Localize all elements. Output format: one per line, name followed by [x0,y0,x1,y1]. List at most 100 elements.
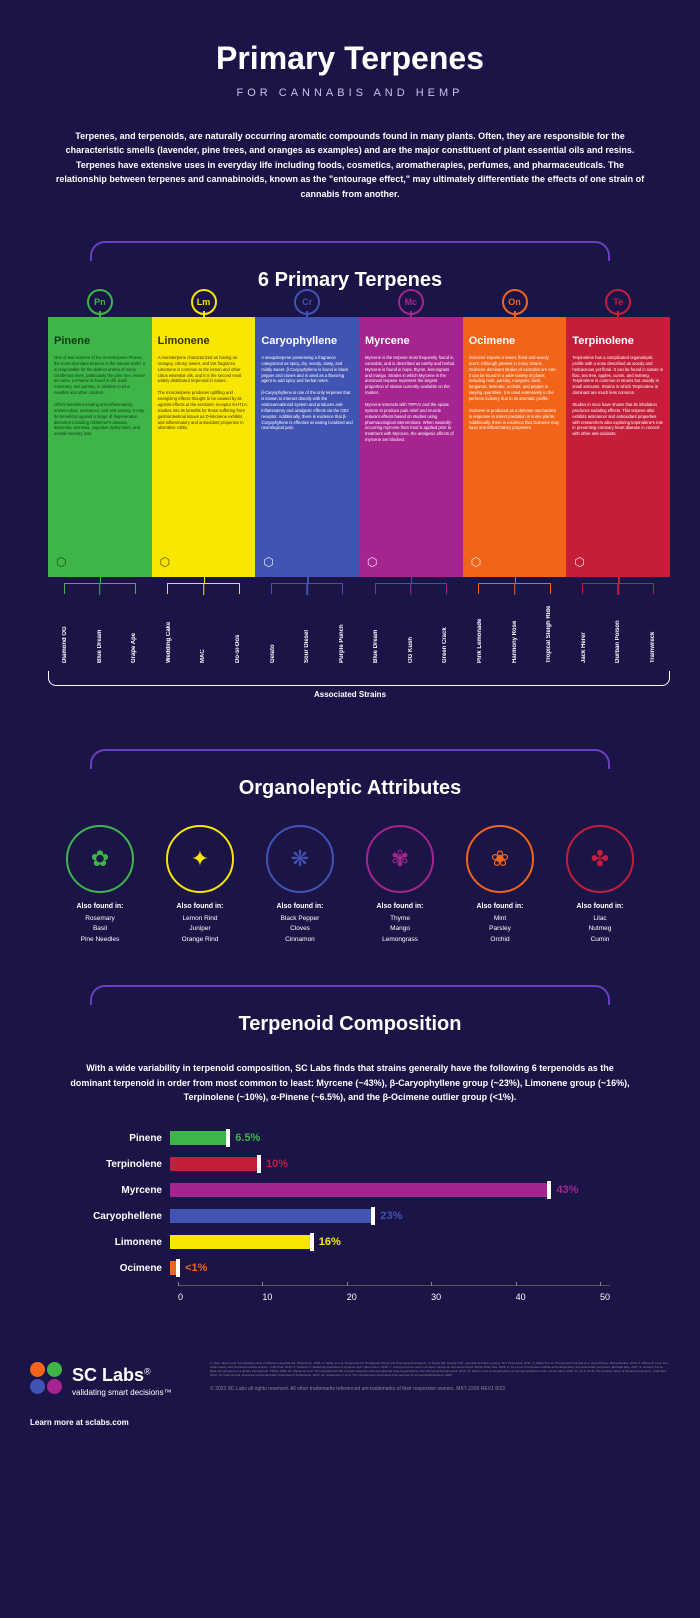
found-in-list: LilacNutmegCumin [555,914,645,945]
terpene-name: Limonene [158,335,250,347]
pin-stem [203,311,205,317]
chart-bar-label: Terpinolene [70,1159,170,1170]
references: 1. Orav, Jänes et al. Comparative study … [210,1362,670,1392]
pin-stem [99,311,101,317]
found-in-label: Also found in: [455,903,545,910]
pin-stem [410,311,412,317]
terpene-desc: Myrcene is the terpene most frequently f… [365,355,457,443]
terpene-name: Myrcene [365,335,457,347]
terpene-card: Cr Caryophyllene A sesquiterpene possess… [255,317,359,577]
bracket-top-3 [90,985,610,1005]
footer: SC Labs® validating smart decisions™ Lea… [30,1362,670,1427]
strain-column: Diamond OGBlue DreamGrape Ape [48,601,152,663]
strain-name: Blue Dream [373,601,379,663]
chart-bar: 6.5% [170,1131,227,1145]
org-circle-icon: ✾ [366,825,434,893]
molecule-icon: ⬡ [56,555,66,569]
found-in-label: Also found in: [155,903,245,910]
logo-icon [30,1362,64,1394]
org-item: ✦ Also found in: Lemon RindJuniperOrange… [155,825,245,945]
terpene-card: Mc Myrcene Myrcene is the terpene most f… [359,317,463,577]
strain-column: Pink Lemonade Harmony Rose Tropical Sleigh… [463,601,567,663]
terpene-desc: Ocimene imparts a sweet, floral and wood… [469,355,561,431]
strain-name: Do-si-Dos [235,601,241,663]
strain-column: Blue DreamOG KushGreen Crack [359,601,463,663]
chart-bar-label: Myrcene [70,1185,170,1196]
terpene-desc: A sesquiterpene possessing a fragrance c… [261,355,353,431]
strain-name: Pink Lemonade [477,601,483,663]
chart-value: 16% [319,1236,341,1248]
org-item: ❀ Also found in: MintParsleyOrchid [455,825,545,945]
chart-row: Ocimene <1% [70,1259,610,1277]
chart-tick: 40 [516,1292,600,1302]
terpene-desc: A monoterpene characterized as having an… [158,355,250,431]
strain-column: GelatoSour DieselPurple Punch [255,601,359,663]
found-in-label: Also found in: [255,903,345,910]
copyright: © 2023 SC Labs all rights reserved. All … [210,1386,670,1393]
chart-tick: 20 [347,1292,431,1302]
chart-bar-label: Caryophellene [70,1211,170,1222]
strain-name: Sour Diesel [304,601,310,663]
chart-tick: 0 [178,1292,262,1302]
strain-name: Wedding Cake [166,601,172,663]
terpene-card: Te Terpinolene Terpinolene has a complic… [566,317,670,577]
strain-column: Wedding Cake MAC Do-si-Dos [152,601,256,663]
strain-name: Tropical Sleigh Ride [546,601,552,663]
chart-bar: 10% [170,1157,258,1171]
strain-column: Jack HererDurban PoisonTrainwreck [566,601,670,663]
strain-name: Trainwreck [650,601,656,663]
chart-value: 10% [266,1158,288,1170]
pin-stem [306,311,308,317]
terpene-name: Terpinolene [572,335,664,347]
molecule-icon: ⬡ [263,555,273,569]
page-subtitle: FOR CANNABIS AND HEMP [30,87,670,99]
strain-name: OG Kush [408,601,414,663]
org-item: ✤ Also found in: LilacNutmegCumin [555,825,645,945]
found-in-label: Also found in: [555,903,645,910]
chart-bar-label: Pinene [70,1133,170,1144]
strain-name: MAC [200,601,206,663]
terpene-name: Ocimene [469,335,561,347]
brand-name: SC Labs [72,1365,144,1385]
pin-stem [514,311,516,317]
org-circle-icon: ❀ [466,825,534,893]
organoleptic-row: ✿ Also found in: RosemaryBasilPine Needl… [30,825,670,945]
logo-dot [47,1379,62,1394]
chart-bar: <1% [170,1261,177,1275]
chart-value: 23% [380,1210,402,1222]
found-in-list: RosemaryBasilPine Needles [55,914,145,945]
strain-name: Harmony Rose [512,601,518,663]
molecule-icon: ⬡ [471,555,481,569]
learn-more: Learn more at sclabs.com [30,1418,190,1427]
chart-row: Limonene 16% [70,1233,610,1251]
chart-bar: 16% [170,1235,311,1249]
composition-chart: Pinene 6.5% Terpinolene 10% Myrcene 43% … [30,1129,670,1302]
section3-title: Terpenoid Composition [30,1013,670,1036]
pin-stem [617,311,619,317]
strain-name: Durban Poison [615,601,621,663]
found-in-label: Also found in: [355,903,445,910]
found-in-list: ThymeMangoLemongrass [355,914,445,945]
tagline: validating smart decisions™ [72,1388,172,1397]
found-in-list: MintParsleyOrchid [455,914,545,945]
composition-intro: With a wide variability in terpenoid com… [30,1061,670,1104]
molecule-icon: ⬡ [160,555,170,569]
org-item: ✿ Also found in: RosemaryBasilPine Needl… [55,825,145,945]
strain-name: Purple Punch [339,601,345,663]
org-circle-icon: ✤ [566,825,634,893]
chart-x-axis: 01020304050 [178,1285,610,1302]
intro-text: Terpenes, and terpenoids, are naturally … [30,129,670,201]
strain-bracket [48,671,670,686]
found-in-list: Black PepperClovesCinnamon [255,914,345,945]
terpene-desc: Terpinolene has a complicated organolept… [572,355,664,437]
org-circle-icon: ✦ [166,825,234,893]
org-item: ✾ Also found in: ThymeMangoLemongrass [355,825,445,945]
terpene-name: Caryophyllene [261,335,353,347]
terpene-card: Pn Pinene One of two isomers of the mono… [48,317,152,577]
logo-dot [30,1379,45,1394]
chart-row: Myrcene 43% [70,1181,610,1199]
found-in-list: Lemon RindJuniperOrange Rind [155,914,245,945]
org-item: ❋ Also found in: Black PepperClovesCinna… [255,825,345,945]
chart-bar: 43% [170,1183,548,1197]
strain-name: Blue Dream [97,601,103,663]
